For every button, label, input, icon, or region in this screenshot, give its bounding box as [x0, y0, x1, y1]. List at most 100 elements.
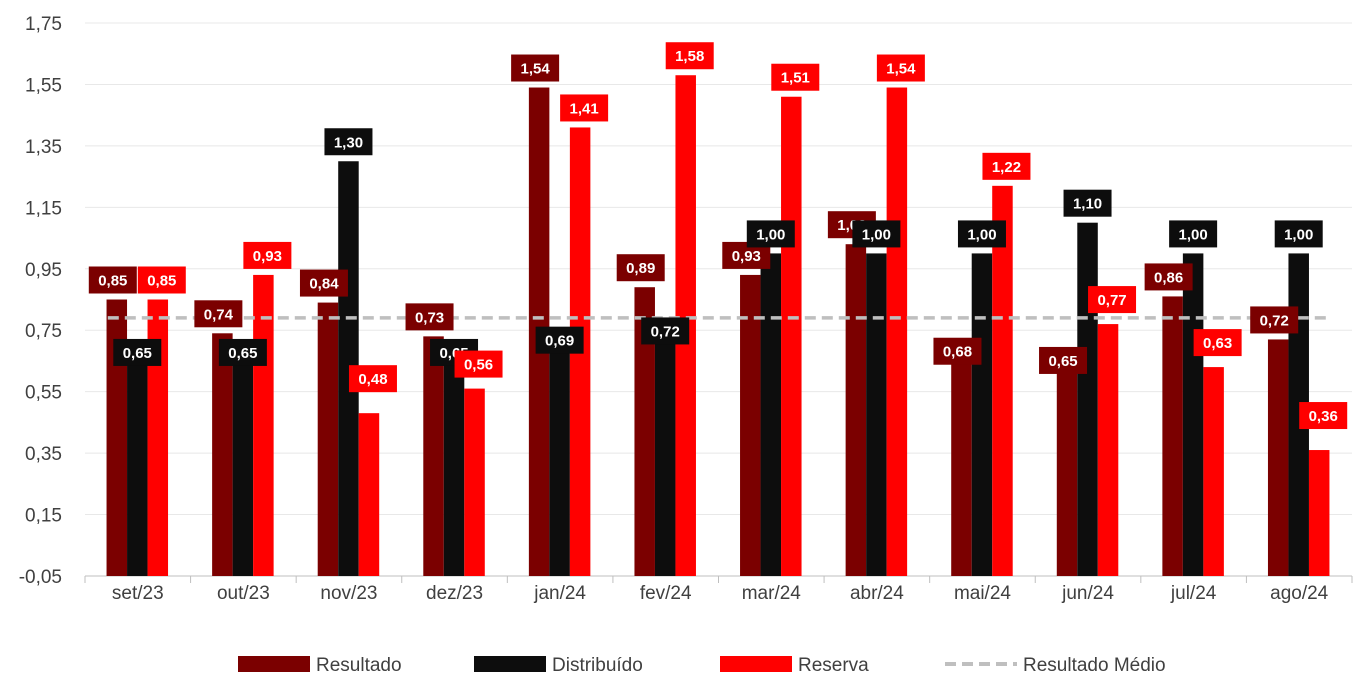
bar-resultado [1056, 360, 1078, 576]
data-label-box [535, 326, 584, 354]
bar-resultado [317, 302, 339, 576]
data-label-box [1274, 220, 1323, 248]
data-label: 0,86 [1154, 269, 1183, 286]
bar-resultado [740, 274, 761, 576]
bar-resultado [106, 299, 128, 576]
x-tick-label: jul/24 [1170, 583, 1217, 604]
bar-reserva [992, 185, 1013, 577]
data-label: 0,48 [358, 371, 387, 388]
data-label: 1,54 [521, 61, 551, 78]
data-label: 0,69 [545, 333, 574, 350]
data-label: 0,93 [253, 248, 282, 265]
data-label: 1,58 [675, 48, 704, 65]
data-label: 1,30 [334, 134, 363, 151]
bar-reserva [1097, 324, 1119, 576]
data-label-box [982, 152, 1031, 180]
bar-resultado [423, 336, 444, 576]
data-label-box [243, 241, 292, 269]
data-label: 0,56 [464, 357, 493, 374]
data-label-box [137, 266, 186, 294]
data-label-box [771, 63, 820, 91]
y-tick-label: 1,75 [25, 14, 62, 35]
bar-reserva [358, 413, 380, 576]
legend-swatch [238, 656, 310, 672]
x-tick-label: set/23 [112, 583, 164, 604]
data-label-box [454, 350, 503, 378]
data-label: 1,00 [862, 226, 891, 243]
data-label: 0,77 [1097, 292, 1126, 309]
data-label: 0,72 [1260, 312, 1289, 329]
data-label: 0,65 [1048, 353, 1077, 370]
y-tick-label: 0,95 [25, 260, 62, 281]
bar-distribuído [654, 339, 676, 576]
data-label: 1,41 [570, 100, 599, 117]
bar-reserva [1308, 450, 1330, 576]
data-label-box [876, 54, 925, 82]
y-tick-label: -0,05 [19, 567, 62, 588]
data-label-box [933, 337, 982, 365]
data-label-box [405, 303, 454, 331]
data-label: 1,00 [1179, 226, 1208, 243]
data-label-box [88, 266, 137, 294]
data-label: 0,63 [1203, 335, 1232, 352]
data-label: 0,84 [309, 276, 339, 293]
data-label-box [1088, 286, 1137, 314]
data-label: 0,74 [204, 306, 234, 323]
bar-distribuído [1288, 253, 1309, 576]
data-label-box [511, 54, 560, 82]
bar-resultado [212, 333, 233, 576]
data-label-box [1169, 220, 1218, 248]
bar-reserva [253, 274, 274, 576]
data-label-box [299, 269, 348, 297]
x-tick-label: ago/24 [1270, 583, 1329, 604]
legend-swatch [720, 656, 792, 672]
data-label-box [113, 338, 162, 366]
data-label-box [324, 128, 373, 156]
bar-distribuído [1077, 222, 1098, 576]
bar-distribuído [1182, 253, 1204, 576]
data-label-box [641, 317, 690, 345]
bar-resultado [845, 244, 867, 576]
data-label: 0,73 [415, 309, 444, 326]
bar-reserva [1203, 367, 1224, 576]
bar-distribuído [549, 348, 570, 576]
data-label-box [665, 42, 714, 70]
data-label: 1,54 [886, 61, 916, 78]
bar-resultado [951, 351, 972, 576]
y-tick-label: 1,55 [25, 75, 62, 96]
bar-resultado [1267, 339, 1289, 576]
data-label: 0,89 [626, 260, 655, 277]
data-label: 1,10 [1073, 196, 1102, 213]
bar-reserva [464, 388, 485, 576]
data-label-box [852, 220, 901, 248]
data-label: 0,93 [732, 248, 761, 265]
data-label: 1,00 [967, 226, 996, 243]
data-label-box [1063, 189, 1112, 217]
bar-reserva [886, 87, 908, 577]
y-tick-label: 1,35 [25, 137, 62, 158]
data-label-box [1250, 306, 1299, 334]
data-label: 0,85 [98, 273, 127, 290]
data-label: 0,65 [228, 345, 257, 362]
data-label-box [746, 220, 795, 248]
y-tick-label: 0,55 [25, 383, 62, 404]
data-label-box [957, 220, 1006, 248]
bar-distribuído [971, 253, 993, 576]
data-label-box [560, 94, 609, 122]
x-tick-label: jun/24 [1061, 583, 1114, 604]
bar-distribuído [232, 360, 254, 576]
bar-resultado [1162, 296, 1183, 576]
bar-distribuído [443, 360, 465, 576]
data-label: 0,85 [147, 273, 176, 290]
data-label-box [1144, 263, 1193, 291]
x-tick-label: fev/24 [640, 583, 692, 604]
x-tick-label: out/23 [217, 583, 270, 604]
data-label: 0,65 [123, 345, 152, 362]
bar-reserva [781, 96, 802, 576]
x-tick-label: nov/23 [320, 583, 377, 604]
data-label-box [348, 365, 397, 393]
bar-distribuído [338, 161, 359, 576]
x-tick-label: abr/24 [850, 583, 904, 604]
data-label: 0,36 [1309, 408, 1338, 425]
